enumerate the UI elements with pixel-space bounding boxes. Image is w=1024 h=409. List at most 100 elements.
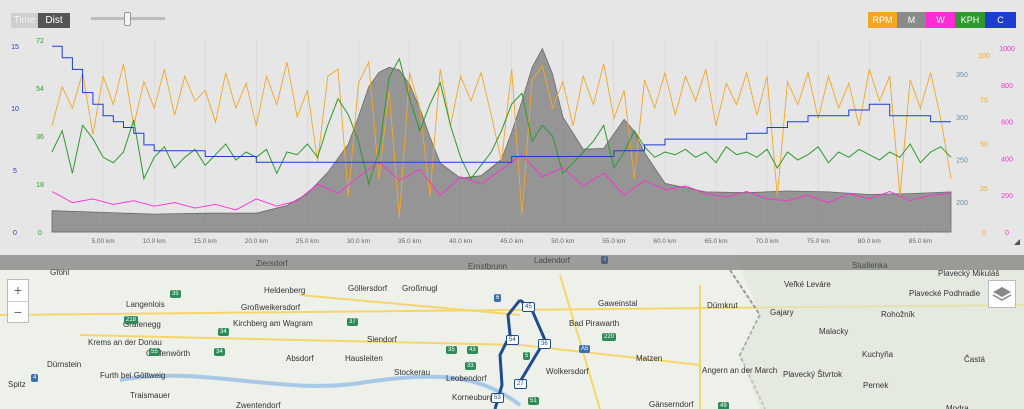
map-label-goellersdorf: Göllersdorf (348, 284, 388, 293)
map-label-stockerau: Stockerau (394, 368, 431, 377)
map-label-matzen: Matzen (636, 354, 663, 363)
road-badge: A5 (579, 345, 591, 353)
legend-rpm[interactable]: RPM (868, 12, 897, 28)
map-label-duernkrut: Dürnkrut (707, 301, 738, 310)
road-badge: 37 (347, 318, 358, 326)
map-label-grossmugl: Großmugl (402, 284, 438, 293)
map-label-gfoehl: Gföhl (50, 268, 70, 277)
series-rpm-line (51, 60, 952, 218)
road-badge: 218 (124, 316, 139, 324)
x-tick-label: 40.0 km (449, 238, 472, 245)
series-kph-line (51, 57, 952, 186)
road-badge: 55 (149, 348, 160, 356)
rpm-tick-label: 50 (980, 142, 988, 149)
map-label-traismauer: Traismauer (130, 391, 171, 400)
legend-kph[interactable]: KPH (955, 12, 985, 28)
zoom-in-button[interactable]: + (8, 280, 28, 302)
map-label-siendorf: Siendorf (367, 335, 397, 344)
x-tick-label: 45.0 km (500, 238, 523, 245)
map-label-rohoznik: Rohožník (881, 310, 915, 319)
m-tick-label: 200 (956, 200, 968, 207)
kph-tick-label: 72 (36, 38, 44, 45)
map-label-furth: Furth bei Göttweig (100, 371, 166, 380)
map-label-wolkersdorf: Wolkersdorf (546, 367, 589, 376)
zoom-out-button[interactable]: − (13, 304, 23, 320)
map-label-bad-pirawarth: Bad Pirawarth (569, 319, 620, 328)
x-tick-label: 35.0 km (398, 238, 421, 245)
c-tick-label: 10 (11, 106, 19, 113)
x-tick-label: 65.0 km (704, 238, 727, 245)
map-label-korneuburg: Korneuburg (452, 393, 494, 402)
legend-m[interactable]: M (897, 12, 926, 28)
m-tick-label: 300 (956, 115, 968, 122)
road-badge: 35 (446, 346, 457, 354)
map-label-gajary: Gajary (770, 308, 794, 317)
map-label-casta: Častá (964, 355, 985, 364)
w-tick-label: 400 (1001, 156, 1013, 163)
c-tick-label: 15 (11, 44, 19, 51)
map-label-modra: Modra (946, 404, 969, 409)
x-tick-label: 75.0 km (807, 238, 830, 245)
map-label-gaenserndorf: Gänserndorf (649, 400, 694, 409)
road-badge: 220 (602, 333, 617, 341)
smoothing-slider-thumb[interactable] (124, 12, 131, 26)
road-badge: 33 (465, 362, 476, 370)
x-tick-label: 55.0 km (602, 238, 625, 245)
route-km-marker[interactable]: 53 (491, 393, 504, 403)
map-label-leobendorf: Leobendorf (446, 374, 487, 383)
rpm-tick-label: 100 (978, 53, 990, 60)
route-map[interactable]: ZiersdorfErnstbrunnLadendorfStudienkaGfö… (0, 255, 1024, 409)
x-tick-label: 50.0 km (551, 238, 574, 245)
m-tick-label: 250 (956, 157, 968, 164)
route-km-marker[interactable]: 54 (506, 335, 519, 345)
w-tick-label: 1000 (999, 46, 1015, 53)
road-badge: 43 (467, 346, 478, 354)
route-km-marker[interactable]: 36 (538, 339, 551, 349)
map-label-grossweikersdorf: Großweikersdorf (241, 303, 301, 312)
map-zoom-control: + − (7, 279, 29, 323)
resize-handle-icon (1014, 239, 1020, 245)
m-tick-label: 350 (956, 72, 968, 79)
x-tick-label: 5.00 km (92, 238, 115, 245)
map-label-plavecky-mikulas: Plavecký Mikuláš (938, 269, 1000, 278)
map-label-heldenberg: Heldenberg (264, 286, 306, 295)
legend-w[interactable]: W (926, 12, 955, 28)
rpm-tick-label: 75 (980, 97, 988, 104)
ride-chart: 5.00 km 10.0 km 15.0 km 20.0 km 25.0 km 30.0 … (11, 38, 1020, 245)
map-label-gaweinstal: Gaweinstal (598, 299, 638, 308)
road-badge: 6 (494, 294, 502, 302)
road-badge: 49 (718, 402, 729, 409)
w-tick-label: 800 (1001, 83, 1013, 90)
road-badge: 34 (214, 348, 225, 356)
time-toggle-button[interactable]: Time (11, 13, 38, 28)
map-label-grafenwoerth: Grafenwörth (146, 349, 191, 358)
x-tick-label: 80.0 km (858, 238, 881, 245)
road-badge: 4 (31, 374, 39, 382)
map-label-kirchberg: Kirchberg am Wagram (233, 319, 313, 328)
kph-tick-label: 54 (36, 86, 44, 93)
legend-c[interactable]: C (985, 12, 1016, 28)
c-tick-label: 5 (13, 168, 17, 175)
series-c-line (52, 45, 951, 163)
rpm-tick-label: 0 (982, 230, 986, 237)
w-tick-label: 600 (1001, 120, 1013, 127)
map-label-zwentendorf: Zwentendorf (236, 401, 281, 409)
map-label-pernek: Pernek (863, 381, 889, 390)
road-badge: 34 (218, 328, 229, 336)
route-km-marker[interactable]: 27 (514, 379, 527, 389)
map-label-kuchyna: Kuchyňa (862, 350, 894, 359)
kph-tick-label: 18 (36, 182, 44, 189)
x-tick-label: 60.0 km (653, 238, 676, 245)
x-tick-label: 20.0 km (245, 238, 268, 245)
series-w-line (51, 154, 952, 211)
kph-tick-label: 36 (36, 134, 44, 141)
map-label-krems: Krems an der Donau (88, 338, 162, 347)
map-label-malacky: Malacky (819, 327, 849, 336)
map-top-overlay (0, 255, 1024, 270)
map-layers-button[interactable] (988, 280, 1016, 308)
route-km-marker[interactable]: 45 (522, 302, 535, 312)
dist-toggle-button[interactable]: Dist (38, 13, 70, 28)
slovakia-region (735, 255, 1024, 409)
map-label-grafenegg: Grafenegg (123, 320, 161, 329)
danube-river (119, 373, 522, 407)
